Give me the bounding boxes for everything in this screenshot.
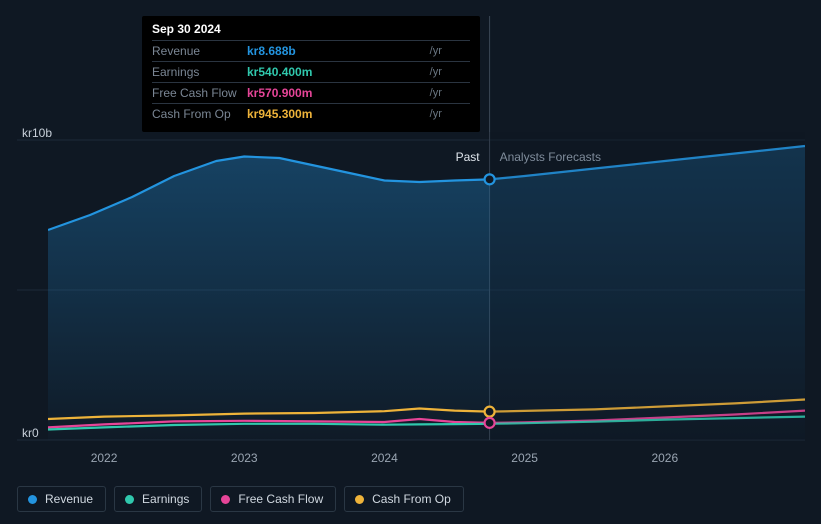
region-label-forecast: Analysts Forecasts	[500, 150, 601, 164]
y-axis-label: kr0	[22, 426, 39, 440]
tooltip-date: Sep 30 2024	[152, 22, 470, 40]
x-axis-label: 2025	[511, 451, 538, 465]
chart-tooltip: Sep 30 2024 Revenuekr8.688b/yrEarningskr…	[142, 16, 480, 132]
legend-item-earnings[interactable]: Earnings	[114, 486, 202, 512]
tooltip-row-label: Free Cash Flow	[152, 83, 247, 104]
legend-swatch	[355, 495, 364, 504]
tooltip-row-label: Revenue	[152, 41, 247, 62]
region-label-past: Past	[456, 150, 480, 164]
legend-label: Revenue	[45, 492, 93, 506]
legend-item-revenue[interactable]: Revenue	[17, 486, 106, 512]
legend-swatch	[125, 495, 134, 504]
legend-label: Earnings	[142, 492, 189, 506]
tooltip-row-value: kr540.400m	[247, 62, 426, 83]
x-axis-label: 2024	[371, 451, 398, 465]
tooltip-table: Revenuekr8.688b/yrEarningskr540.400m/yrF…	[152, 40, 470, 124]
tooltip-row: Earningskr540.400m/yr	[152, 62, 470, 83]
chart-legend: Revenue Earnings Free Cash Flow Cash From O…	[17, 486, 464, 512]
legend-label: Free Cash Flow	[238, 492, 323, 506]
tooltip-row: Cash From Opkr945.300m/yr	[152, 104, 470, 125]
tooltip-row-value: kr8.688b	[247, 41, 426, 62]
tooltip-row-unit: /yr	[426, 83, 470, 104]
legend-swatch	[221, 495, 230, 504]
legend-item-free-cash-flow[interactable]: Free Cash Flow	[210, 486, 336, 512]
x-axis-label: 2022	[91, 451, 118, 465]
financials-chart: Sep 30 2024 Revenuekr8.688b/yrEarningskr…	[0, 0, 821, 524]
tooltip-row: Revenuekr8.688b/yr	[152, 41, 470, 62]
legend-item-cash-from-op[interactable]: Cash From Op	[344, 486, 464, 512]
tooltip-row-value: kr945.300m	[247, 104, 426, 125]
tooltip-row-label: Earnings	[152, 62, 247, 83]
tooltip-row-value: kr570.900m	[247, 83, 426, 104]
legend-label: Cash From Op	[372, 492, 451, 506]
x-axis-label: 2026	[651, 451, 678, 465]
tooltip-row-unit: /yr	[426, 41, 470, 62]
x-axis-label: 2023	[231, 451, 258, 465]
tooltip-row-unit: /yr	[426, 104, 470, 125]
y-axis-label: kr10b	[22, 126, 52, 140]
tooltip-row-label: Cash From Op	[152, 104, 247, 125]
legend-swatch	[28, 495, 37, 504]
tooltip-row: Free Cash Flowkr570.900m/yr	[152, 83, 470, 104]
tooltip-row-unit: /yr	[426, 62, 470, 83]
